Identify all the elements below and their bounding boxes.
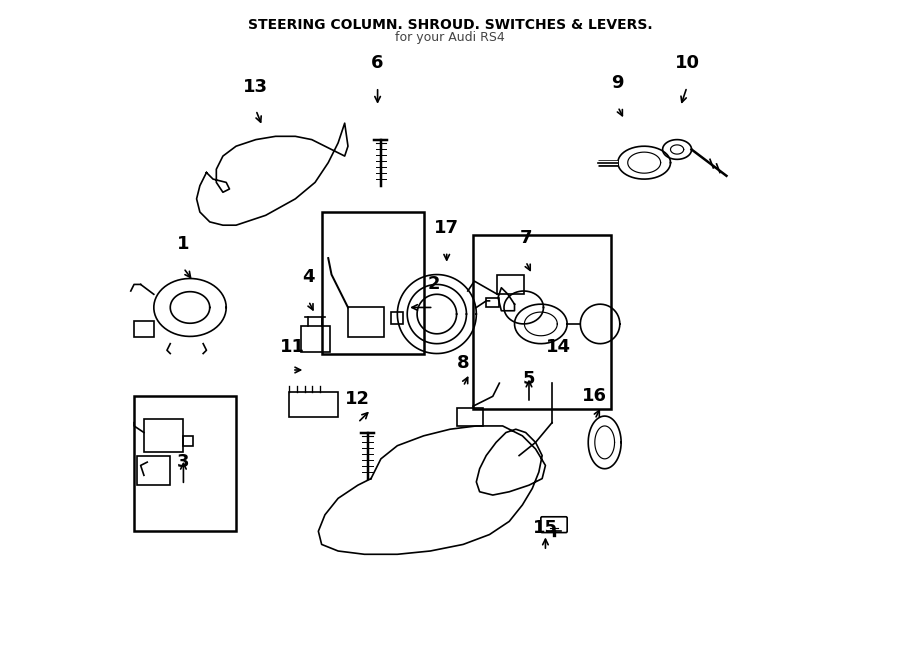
Bar [391,312,402,324]
Bar [473,235,611,409]
Text: for your Audi RS4: for your Audi RS4 [395,31,505,44]
Bar [301,326,330,352]
Text: 15: 15 [533,518,558,537]
Bar [321,212,424,354]
Bar [138,455,170,485]
Bar [134,321,154,337]
Text: 5: 5 [523,370,536,389]
Bar [348,307,384,337]
Text: 3: 3 [177,453,190,471]
Text: 8: 8 [457,354,470,372]
Text: 10: 10 [674,54,699,73]
Text: 17: 17 [434,219,459,237]
Bar [134,397,236,531]
Text: 9: 9 [612,74,624,93]
Bar [184,436,194,446]
Bar [498,274,524,294]
Bar [144,419,184,452]
Text: 14: 14 [546,338,572,356]
Text: 1: 1 [177,235,190,253]
Bar [456,408,483,426]
Text: 12: 12 [346,390,370,408]
Text: 2: 2 [428,275,440,293]
Bar [486,297,500,307]
Text: STEERING COLUMN. SHROUD. SWITCHES & LEVERS.: STEERING COLUMN. SHROUD. SWITCHES & LEVE… [248,18,652,32]
Text: 7: 7 [519,229,532,247]
Bar [289,393,338,417]
Text: 13: 13 [243,77,268,96]
Text: 4: 4 [302,268,315,286]
Text: 6: 6 [372,54,383,73]
Text: 11: 11 [280,338,304,356]
Text: 16: 16 [582,387,608,405]
